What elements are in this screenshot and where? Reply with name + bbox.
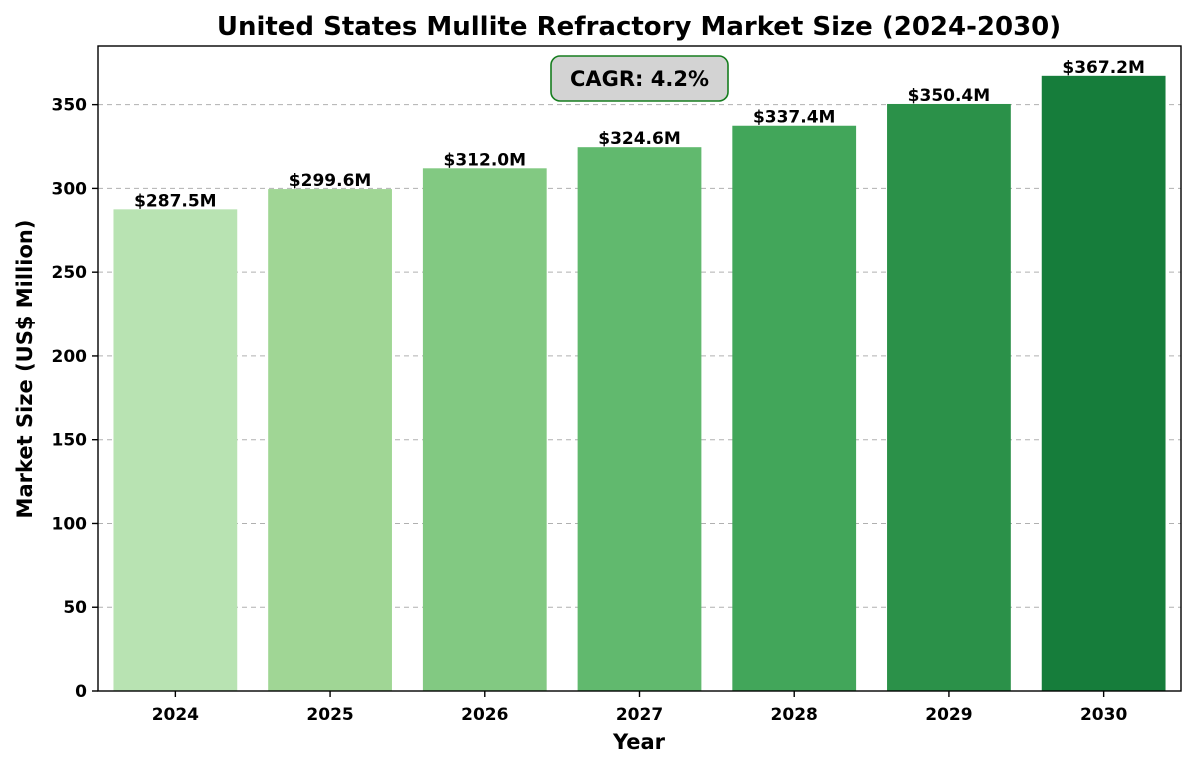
y-tick-label: 250 [52, 263, 88, 283]
cagr-text: CAGR: 4.2% [570, 67, 709, 91]
axis-layer: 0 50 100 150 200 250 300 350 2024 2025 2026 2027 202… [52, 45, 1182, 725]
data-label-2029: $350.4M [908, 86, 991, 106]
data-label-2025: $299.6M [289, 171, 372, 191]
x-tick-label-2030: 2030 [1080, 705, 1127, 725]
x-axis-label: Year [612, 730, 666, 754]
y-tick-label: 150 [52, 431, 88, 451]
cagr-annotation: CAGR: 4.2% [550, 55, 729, 102]
bar-2024 [113, 209, 238, 691]
data-label-2030: $367.2M [1062, 58, 1145, 78]
bar-2026 [422, 168, 547, 691]
x-tick-label-2026: 2026 [461, 705, 508, 725]
cagr-badge [550, 55, 729, 102]
y-tick-label: 350 [52, 96, 88, 116]
x-tick-label-2027: 2027 [616, 705, 663, 725]
chart-title: United States Mullite Refractory Market … [217, 12, 1061, 42]
data-label-2026: $312.0M [444, 150, 527, 170]
bar-2027 [577, 147, 702, 692]
y-axis-label: Market Size (US$ Million) [13, 220, 37, 519]
bar-2025 [268, 189, 392, 691]
y-tick-label: 50 [63, 598, 87, 618]
x-tick-label-2029: 2029 [925, 705, 972, 725]
data-label-2024: $287.5M [134, 191, 217, 211]
bar-2030 [1041, 75, 1166, 691]
y-tick-label: 100 [52, 514, 88, 534]
plot-frame [97, 45, 1182, 692]
y-tick-label: 200 [52, 347, 88, 367]
data-label-layer: $287.5M $299.6M $312.0M $324.6M $337.4M $350.… [134, 58, 1145, 212]
bar-2028 [732, 125, 857, 691]
bar-2029 [887, 103, 1011, 691]
data-label-2027: $324.6M [598, 129, 681, 149]
bar-layer [113, 75, 1166, 692]
x-tick-label-2025: 2025 [306, 705, 353, 725]
x-tick-label-2028: 2028 [771, 705, 818, 725]
y-tick-label: 0 [75, 682, 87, 702]
x-tick-label-2024: 2024 [152, 705, 199, 725]
y-tick-label: 300 [52, 179, 88, 199]
data-label-2028: $337.4M [753, 108, 836, 128]
